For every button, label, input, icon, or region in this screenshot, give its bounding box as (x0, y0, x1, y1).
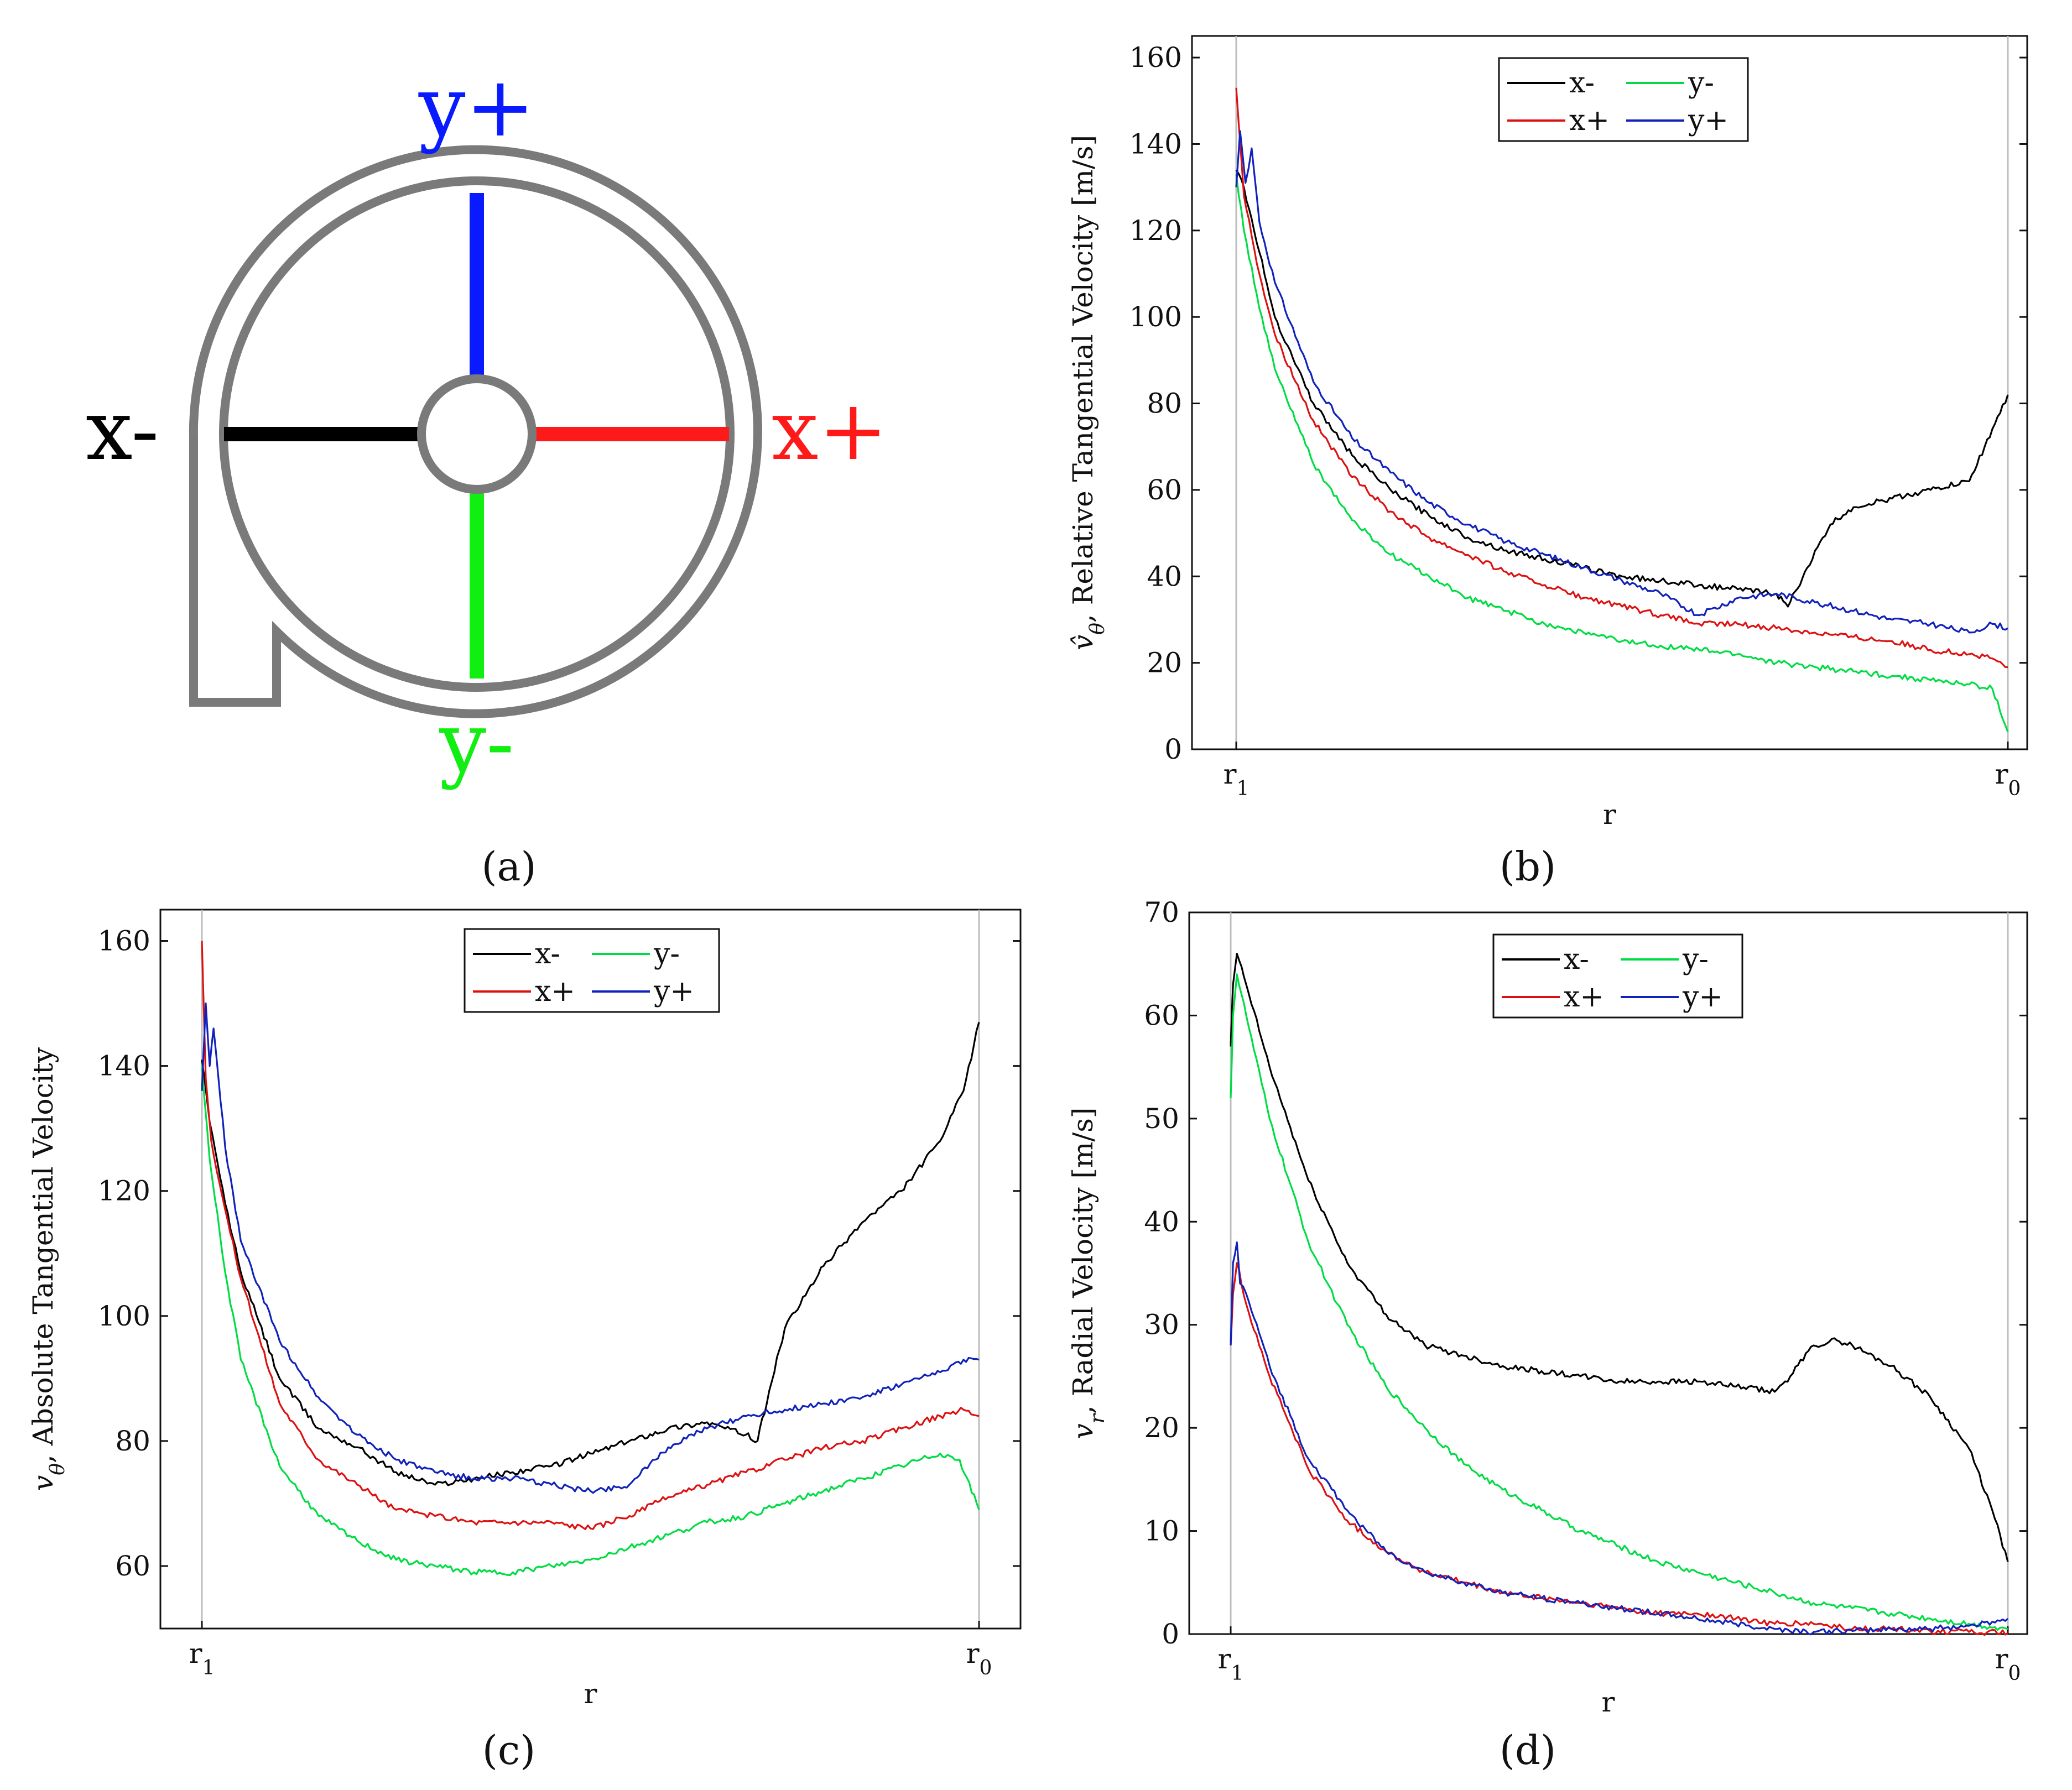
legend-label: y- (653, 937, 680, 970)
plot-frame (1191, 35, 2028, 750)
legend-label: y- (1688, 66, 1714, 100)
y-tick-label: 60 (115, 1550, 150, 1582)
y-tick-label: 120 (1129, 215, 1182, 247)
y-tick-label: 120 (98, 1175, 150, 1207)
legend-label: x+ (535, 975, 575, 1008)
series-line-yminus (1235, 174, 2009, 733)
y-tick-label: 0 (1164, 733, 1182, 765)
label-y-minus: y- (439, 695, 514, 791)
y-tick-label: 30 (1144, 1309, 1179, 1341)
panel-a-diagram: y+ x- x+ y- (86, 59, 888, 791)
y-tick-label: 100 (1129, 301, 1182, 333)
x-axis-label: r (1602, 1686, 1615, 1718)
y-tick-label: 20 (1144, 1412, 1179, 1444)
x-tick-label: r1 (1218, 1643, 1244, 1685)
series-line-yplus (1230, 1241, 2009, 1636)
legend-label: x- (1569, 66, 1595, 100)
y-axis-label: vθ, Absolute Tangential Velocity (27, 1047, 69, 1491)
caption-a: (a) (481, 843, 536, 890)
x-tick-label: r1 (189, 1637, 215, 1679)
legend-label: x+ (1569, 104, 1610, 137)
legend-label: y+ (1688, 104, 1729, 137)
legend-label: x- (1564, 943, 1589, 976)
y-tick-label: 140 (1129, 128, 1182, 160)
plot-frame (159, 909, 1022, 1630)
y-tick-label: 50 (1144, 1103, 1179, 1135)
caption-b: (b) (1500, 843, 1556, 890)
series-line-xplus (1235, 87, 2008, 669)
series-line-xminus (201, 1022, 980, 1486)
volute-casing-outline (189, 145, 762, 718)
x-tick-label: r0 (1995, 1643, 2021, 1685)
chart-d-radial-velocity: 0 10 20 30 40 50 60 70 r1 r0 r vr, Radial Velocity … (1067, 896, 2028, 1718)
y-tick-label: 40 (1147, 560, 1182, 592)
legend-box (1498, 57, 1749, 142)
series-line-xminus (1235, 169, 2009, 608)
x-axis-label: r (584, 1678, 597, 1710)
y-tick-label: 80 (1147, 388, 1182, 420)
legend-box (464, 928, 720, 1013)
legend-label: x+ (1564, 980, 1604, 1014)
label-y-plus: y+ (418, 59, 535, 155)
series-line-yminus (1230, 973, 2008, 1631)
y-tick-label: 40 (1144, 1205, 1179, 1238)
label-x-minus: x- (86, 383, 159, 479)
legend: x-y-x+ y+ (1492, 933, 1743, 1019)
label-x-plus: x+ (772, 383, 888, 479)
y-tick-label: 70 (1144, 896, 1179, 928)
legend-label: y+ (653, 975, 694, 1008)
caption-d: (d) (1500, 1727, 1556, 1773)
y-tick-label: 80 (115, 1425, 150, 1457)
series-line-yplus (1235, 130, 2008, 634)
legend-label: y+ (1682, 980, 1723, 1014)
y-tick-label: 60 (1147, 474, 1182, 506)
x-axis-label: r (1603, 799, 1616, 831)
y-tick-label: 20 (1147, 647, 1182, 679)
y-axis-label: vr, Radial Velocity [m/s] (1067, 1108, 1109, 1439)
series-line-xplus (1230, 1262, 2008, 1636)
series-line-xminus (1230, 953, 2009, 1562)
legend-label: y- (1682, 943, 1709, 976)
legend-label: x- (535, 937, 560, 970)
y-tick-label: 60 (1144, 999, 1179, 1031)
x-tick-label: r0 (966, 1637, 992, 1679)
caption-c: (c) (482, 1727, 536, 1773)
y-tick-label: 100 (98, 1300, 150, 1332)
series-line-yplus (201, 1003, 980, 1494)
y-tick-label: 160 (98, 925, 150, 957)
x-tick-label: r0 (1995, 758, 2021, 800)
y-tick-label: 10 (1144, 1515, 1179, 1547)
y-tick-label: 140 (98, 1050, 150, 1082)
y-tick-label: 160 (1129, 41, 1182, 74)
y-axis-label: v̂θ, Relative Tangential Velocity [m/s] (1067, 135, 1109, 650)
plot-frame (1188, 911, 2028, 1635)
hub-circle (417, 374, 537, 494)
y-tick-label: 0 (1162, 1618, 1179, 1650)
legend: x-y-x+ y+ (464, 928, 720, 1013)
series-line-xplus (201, 941, 980, 1530)
chart-c-absolute-tangential-velocity: 60 80 100 120 140 160 r1 r0 r vθ, Absolute Tangen… (27, 909, 1022, 1710)
legend: x-y-x+ y+ (1498, 57, 1749, 142)
legend-box (1492, 933, 1743, 1019)
series-line-yminus (201, 1066, 980, 1576)
chart-b-relative-tangential-velocity: 0 20 40 60 80 100 120 140 160 r1 r0 r v̂θ, Relative … (1067, 35, 2028, 831)
x-tick-label: r1 (1224, 758, 1250, 800)
